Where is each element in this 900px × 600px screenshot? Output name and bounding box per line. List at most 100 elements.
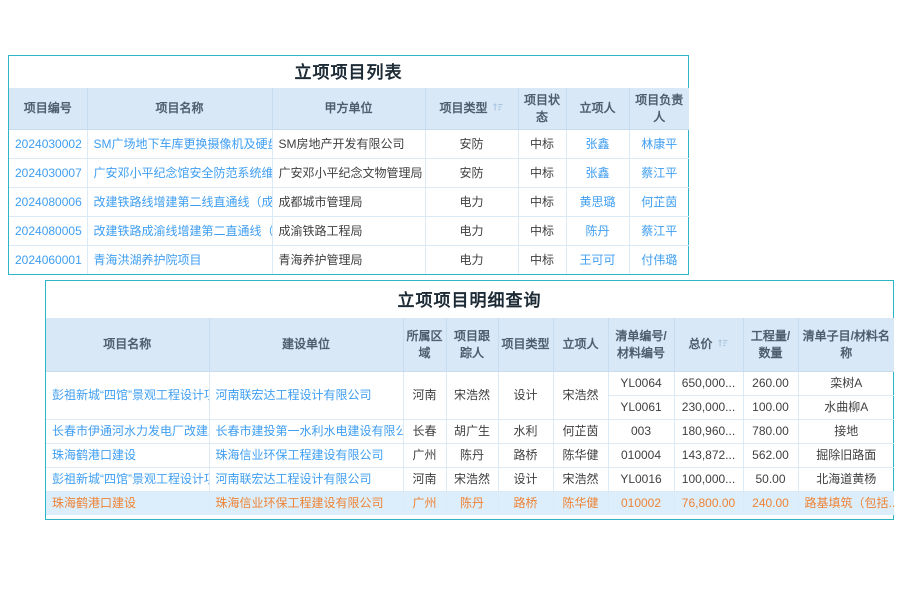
cell-text-project-status: 中标: [529, 165, 554, 180]
col-header-region: 所属区域: [402, 318, 447, 372]
cell-text-project-status: 中标: [529, 194, 554, 209]
cell-project-name[interactable]: 广安邓小平纪念馆安全防范系统维护...: [86, 158, 273, 188]
cell-creator[interactable]: 张鑫: [565, 158, 630, 188]
cell-project-name[interactable]: SM广场地下车库更换摄像机及硬盘项目: [86, 129, 273, 159]
cell-link-project-id[interactable]: 2024030007: [15, 165, 82, 180]
cell-text-list-no: YL0061: [620, 400, 662, 415]
cell-link-creator[interactable]: 黄思璐: [579, 194, 616, 209]
cell-list-no: YL0016: [607, 467, 675, 492]
cell-text-tracker: 宋浩然: [453, 472, 490, 487]
cell-text-total-price: 143,872...: [681, 448, 736, 463]
cell-project-id[interactable]: 2024060001: [9, 245, 88, 274]
sort-ascending-icon[interactable]: [717, 337, 729, 353]
table-row[interactable]: 珠海鹤港口建设 珠海信业环保工程建设有限公司 广州 陈丹 路桥 陈华健 010004 143,…: [46, 443, 894, 468]
cell-project-id[interactable]: 2024030007: [9, 158, 88, 188]
cell-link-construction-unit[interactable]: 长春市建投第一水利水电建设有限公司: [215, 424, 403, 439]
col-header-total-price[interactable]: 总价: [673, 318, 744, 372]
table-row[interactable]: 2024080005 改建铁路成渝线增建第二直通线（成... 成渝铁路工程局 电力 中标…: [9, 216, 689, 246]
cell-text-list-no: 010004: [620, 448, 662, 463]
cell-project-name[interactable]: 改建铁路线增建第二线直通线（成都-...: [86, 187, 273, 217]
table-row[interactable]: 珠海鹤港口建设 珠海信业环保工程建设有限公司 广州 陈丹 路桥 陈华健 010002 76,8…: [46, 491, 894, 515]
cell-creator[interactable]: 陈丹: [565, 216, 630, 246]
cell-project-manager[interactable]: 林康平: [628, 129, 689, 159]
cell-creator: 宋浩然: [552, 371, 609, 420]
cell-link-project-name[interactable]: 改建铁路成渝线增建第二直通线（成...: [93, 223, 272, 238]
cell-link-project-id[interactable]: 2024030002: [15, 136, 82, 151]
cell-construction-unit[interactable]: 长春市建投第一水利水电建设有限公司: [208, 419, 404, 444]
cell-link-construction-unit[interactable]: 珠海信业环保工程建设有限公司: [215, 496, 384, 511]
cell-link-creator[interactable]: 张鑫: [585, 136, 610, 151]
cell-creator[interactable]: 黄思璐: [565, 187, 630, 217]
cell-creator: 宋浩然: [552, 467, 609, 492]
cell-construction-unit[interactable]: 珠海信业环保工程建设有限公司: [208, 491, 404, 515]
cell-project-name[interactable]: 青海洪湖养护院项目: [86, 245, 273, 274]
cell-link-project-id[interactable]: 2024060001: [15, 252, 82, 267]
cell-text-item-name: 栾树A: [830, 376, 863, 391]
cell-item-name: 接地: [797, 419, 894, 444]
cell-project-name[interactable]: 彭祖新城“四馆”景观工程设计项目: [46, 467, 210, 492]
cell-link-construction-unit[interactable]: 珠海信业环保工程建设有限公司: [215, 448, 384, 463]
table-row[interactable]: 2024030002 SM广场地下车库更换摄像机及硬盘项目 SM房地产开发有限公司 安…: [9, 129, 689, 159]
cell-link-project-id[interactable]: 2024080006: [15, 194, 82, 209]
project-detail-card: 立项项目明细查询 项目名称 建设单位 所属区域 项目跟踪人 项目类型 立项人 清单编号/材料…: [45, 280, 894, 520]
cell-total-price: 180,960...: [673, 419, 744, 444]
cell-text-tracker: 胡广生: [453, 424, 490, 439]
col-header-label: 项目编号: [23, 101, 72, 116]
cell-text-project-type: 电力: [459, 194, 484, 209]
cell-link-project-name[interactable]: 改建铁路线增建第二线直通线（成都-...: [93, 194, 272, 209]
cell-creator[interactable]: 王可可: [565, 245, 630, 274]
sort-ascending-icon[interactable]: [492, 101, 504, 117]
cell-item-name: 水曲柳A: [797, 395, 894, 420]
cell-construction-unit[interactable]: 珠海信业环保工程建设有限公司: [208, 443, 404, 468]
cell-text-client-unit: 青海养护管理局: [278, 252, 363, 267]
table-row[interactable]: 长春市伊通河水力发电厂改建工程长春市建投第一水利水电建设有限公司长春 胡广生 水利 何…: [46, 419, 894, 444]
cell-project-id[interactable]: 2024080006: [9, 187, 88, 217]
table-row[interactable]: 彭祖新城“四馆”景观工程设计项目河南联宏达工程设计有限公司 河南 宋浩然 设计 宋浩然 Y…: [46, 467, 894, 492]
cell-project-manager[interactable]: 蔡江平: [628, 216, 689, 246]
cell-quantity: 260.00: [742, 371, 799, 396]
table-row[interactable]: 2024030007 广安邓小平纪念馆安全防范系统维护... 广安邓小平纪念文物管理…: [9, 158, 689, 188]
cell-project-manager[interactable]: 何芷茵: [628, 187, 689, 217]
cell-link-project-manager[interactable]: 何芷茵: [641, 194, 678, 209]
cell-project-name[interactable]: 珠海鹤港口建设: [46, 491, 210, 515]
cell-link-project-name[interactable]: 青海洪湖养护院项目: [93, 252, 202, 267]
table-row[interactable]: 2024060001 青海洪湖养护院项目 青海养护管理局 电力 中标 王可可 付伟璐: [9, 245, 689, 274]
cell-construction-unit[interactable]: 河南联宏达工程设计有限公司: [208, 371, 404, 420]
cell-project-manager[interactable]: 付伟璐: [628, 245, 689, 274]
cell-link-project-name[interactable]: 彭祖新城“四馆”景观工程设计项目: [52, 388, 208, 403]
cell-link-project-manager[interactable]: 蔡江平: [641, 165, 678, 180]
cell-text-item-name: 掘除旧路面: [816, 448, 877, 463]
cell-construction-unit[interactable]: 河南联宏达工程设计有限公司: [208, 467, 404, 492]
cell-project-id[interactable]: 2024080005: [9, 216, 88, 246]
cell-link-creator[interactable]: 王可可: [579, 252, 616, 267]
col-header-project-type: 项目类型: [497, 318, 554, 372]
cell-link-project-name[interactable]: 珠海鹤港口建设: [52, 496, 137, 511]
cell-link-creator[interactable]: 陈丹: [585, 223, 610, 238]
cell-link-project-name[interactable]: SM广场地下车库更换摄像机及硬盘项目: [93, 136, 272, 151]
cell-tracker: 胡广生: [445, 419, 499, 444]
cell-link-project-id[interactable]: 2024080005: [15, 223, 82, 238]
cell-link-project-name[interactable]: 彭祖新城“四馆”景观工程设计项目: [52, 472, 208, 487]
col-header-project-type[interactable]: 项目类型: [424, 88, 519, 130]
table-row[interactable]: 2024080006 改建铁路线增建第二线直通线（成都-... 成都城市管理局 电力 中…: [9, 187, 689, 217]
cell-project-id[interactable]: 2024030002: [9, 129, 88, 159]
cell-project-name[interactable]: 珠海鹤港口建设: [46, 443, 210, 468]
cell-link-creator[interactable]: 张鑫: [585, 165, 610, 180]
cell-link-construction-unit[interactable]: 河南联宏达工程设计有限公司: [215, 388, 372, 403]
cell-link-project-manager[interactable]: 林康平: [641, 136, 678, 151]
cell-project-name[interactable]: 彭祖新城“四馆”景观工程设计项目: [46, 371, 210, 420]
cell-project-name[interactable]: 改建铁路成渝线增建第二直通线（成...: [86, 216, 273, 246]
cell-creator[interactable]: 张鑫: [565, 129, 630, 159]
cell-text-client-unit: 成渝铁路工程局: [278, 223, 363, 238]
cell-link-project-manager[interactable]: 蔡江平: [641, 223, 678, 238]
cell-project-name[interactable]: 长春市伊通河水力发电厂改建工程: [46, 419, 210, 444]
cell-project-manager[interactable]: 蔡江平: [628, 158, 689, 188]
cell-link-project-name[interactable]: 广安邓小平纪念馆安全防范系统维护...: [93, 165, 272, 180]
project-detail-table: 项目名称 建设单位 所属区域 项目跟踪人 项目类型 立项人 清单编号/材料编号 总价 工程量/数…: [46, 318, 894, 515]
cell-link-project-manager[interactable]: 付伟璐: [641, 252, 678, 267]
cell-link-construction-unit[interactable]: 河南联宏达工程设计有限公司: [215, 472, 372, 487]
header-row: 项目编号 项目名称 甲方单位 项目类型 项目状态 立项人 项目负责人: [9, 88, 689, 130]
cell-link-project-name[interactable]: 珠海鹤港口建设: [52, 448, 137, 463]
cell-link-project-name[interactable]: 长春市伊通河水力发电厂改建工程: [52, 424, 209, 439]
table-row[interactable]: 彭祖新城“四馆”景观工程设计项目河南联宏达工程设计有限公司 河南 宋浩然 设计 宋浩然 Y…: [46, 371, 894, 420]
